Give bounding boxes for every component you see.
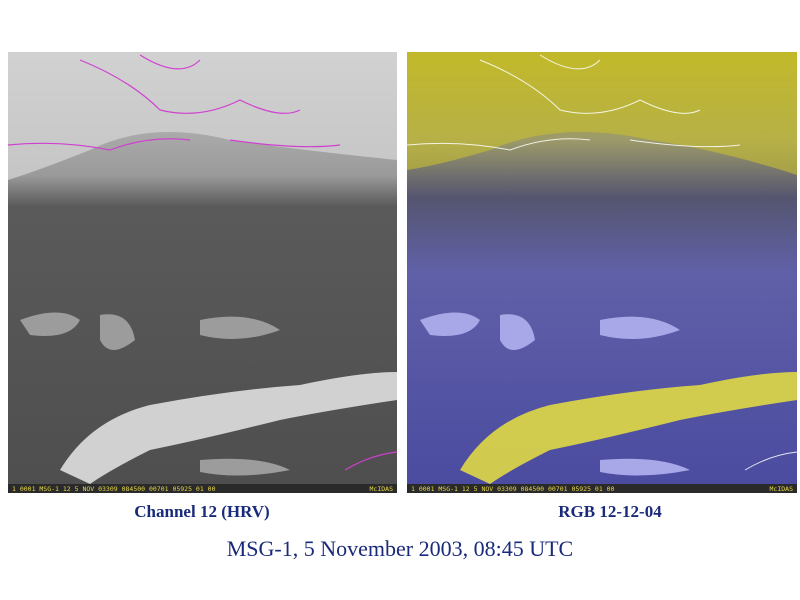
logo: McIDAS	[370, 485, 394, 493]
logo: McIDAS	[770, 485, 794, 493]
status-bar: 1 0001 MSG-1 12 5 NOV 03309 084500 00701…	[411, 485, 615, 493]
slide-title: MSG-1, 5 November 2003, 08:45 UTC	[227, 536, 573, 561]
hrv-image	[7, 52, 398, 493]
rgb-image	[406, 52, 798, 493]
status-bar: 1 0001 MSG-1 12 5 NOV 03309 084500 00701…	[12, 485, 216, 493]
panel-caption: RGB 12-12-04	[558, 502, 662, 521]
panel-caption: Channel 12 (HRV)	[134, 502, 269, 521]
